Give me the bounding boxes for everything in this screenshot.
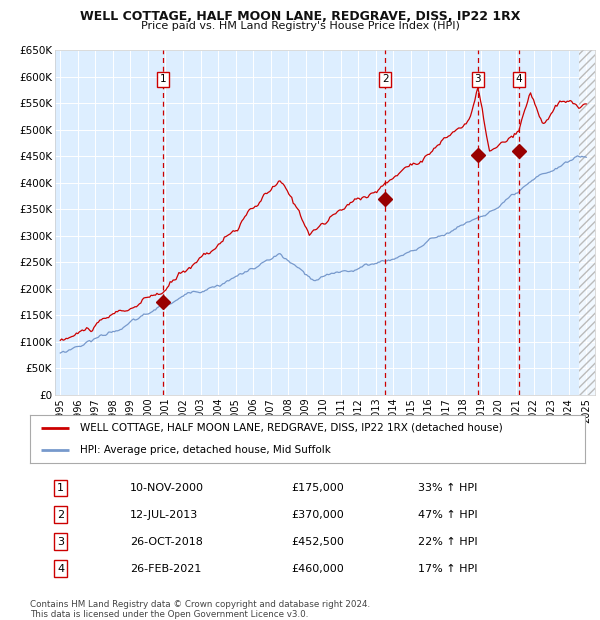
Text: WELL COTTAGE, HALF MOON LANE, REDGRAVE, DISS, IP22 1RX: WELL COTTAGE, HALF MOON LANE, REDGRAVE, … <box>80 10 520 23</box>
Text: 4: 4 <box>57 564 64 574</box>
Text: 1: 1 <box>57 483 64 493</box>
Text: 12-JUL-2013: 12-JUL-2013 <box>130 510 198 520</box>
Text: 47% ↑ HPI: 47% ↑ HPI <box>419 510 478 520</box>
Bar <box>579 50 595 395</box>
Text: HPI: Average price, detached house, Mid Suffolk: HPI: Average price, detached house, Mid … <box>80 445 331 455</box>
Text: 22% ↑ HPI: 22% ↑ HPI <box>419 537 478 547</box>
Text: 10-NOV-2000: 10-NOV-2000 <box>130 483 204 493</box>
Text: £460,000: £460,000 <box>291 564 344 574</box>
Text: Contains HM Land Registry data © Crown copyright and database right 2024.
This d: Contains HM Land Registry data © Crown c… <box>30 600 370 619</box>
Text: 2: 2 <box>382 74 389 84</box>
Text: £370,000: £370,000 <box>291 510 344 520</box>
Text: Price paid vs. HM Land Registry's House Price Index (HPI): Price paid vs. HM Land Registry's House … <box>140 21 460 31</box>
Text: 1: 1 <box>160 74 166 84</box>
Text: £175,000: £175,000 <box>291 483 344 493</box>
Text: WELL COTTAGE, HALF MOON LANE, REDGRAVE, DISS, IP22 1RX (detached house): WELL COTTAGE, HALF MOON LANE, REDGRAVE, … <box>80 423 503 433</box>
Text: 3: 3 <box>475 74 481 84</box>
Text: 33% ↑ HPI: 33% ↑ HPI <box>419 483 478 493</box>
Text: 17% ↑ HPI: 17% ↑ HPI <box>419 564 478 574</box>
Text: 26-FEB-2021: 26-FEB-2021 <box>130 564 201 574</box>
Text: 26-OCT-2018: 26-OCT-2018 <box>130 537 203 547</box>
Bar <box>579 50 595 395</box>
Text: 2: 2 <box>57 510 64 520</box>
Text: 4: 4 <box>515 74 522 84</box>
Text: 3: 3 <box>57 537 64 547</box>
Text: £452,500: £452,500 <box>291 537 344 547</box>
